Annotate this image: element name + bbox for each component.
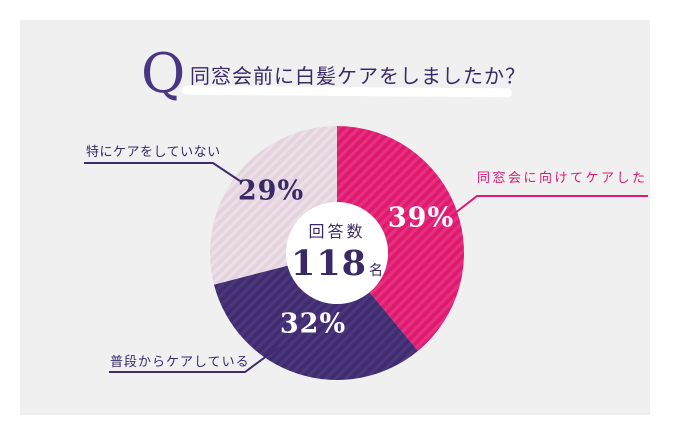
donut-slice-0: [337, 126, 464, 351]
label-care-for-reunion: 同窓会に向けてケアした: [477, 171, 648, 186]
question-title: 同窓会前に白髪ケアをしましたか？: [190, 64, 526, 88]
respondent-count-value: 118: [290, 243, 368, 284]
respondent-count-unit: 名: [369, 263, 384, 279]
donut-center-text: 回答数 118 名: [291, 218, 383, 284]
slice-percent-no-care: 29%: [237, 175, 305, 207]
question-q-mark: Q: [141, 42, 186, 105]
slice-percent-regular-care: 32%: [279, 308, 347, 340]
label-regular-care: 普段からケアしている: [110, 355, 250, 370]
donut-slice-2: [210, 126, 337, 285]
label-no-care: 特にケアをしていない: [86, 145, 221, 160]
respondent-count: 118 名: [291, 243, 383, 284]
respondent-count-label: 回答数: [308, 222, 366, 241]
slice-percent-care-for-reunion: 39%: [387, 202, 455, 234]
donut-hole: [286, 202, 388, 304]
